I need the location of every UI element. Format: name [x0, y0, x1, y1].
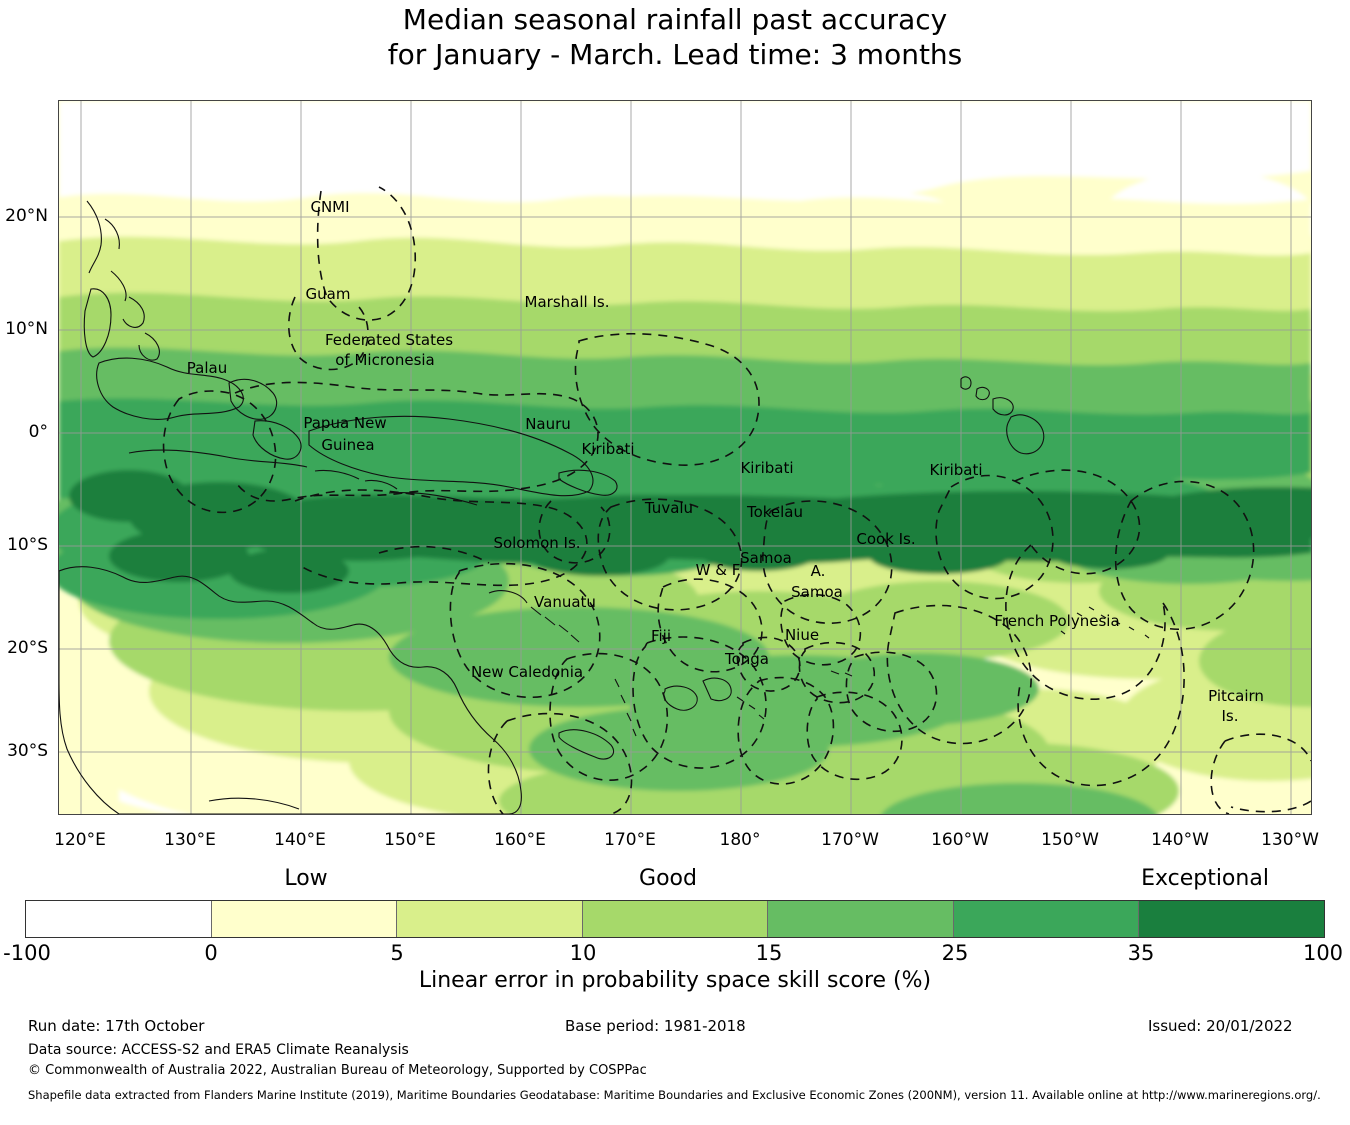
y-tick-4: 20°S	[7, 638, 48, 658]
x-tick-6: 180°	[719, 830, 761, 850]
x-tick-11: 130°W	[1261, 830, 1319, 850]
map-label-palau: Palau	[187, 359, 227, 377]
map-label-federated-states: Federated States	[325, 331, 453, 349]
base-period-text: Base period: 1981-2018	[565, 1017, 746, 1035]
run-date-text: Run date: 17th October	[28, 1017, 205, 1035]
cbar-tick-7: 100	[1302, 941, 1344, 965]
x-tick-2: 140°E	[274, 830, 326, 850]
colorbar[interactable]	[25, 900, 1325, 938]
colorbar-segment--100-to-0[interactable]	[26, 901, 211, 937]
map-label-new-caledonia: New Caledonia	[471, 663, 583, 681]
x-tick-9: 150°W	[1041, 830, 1099, 850]
colorbar-band-good: Good	[639, 866, 697, 891]
map-label-samoa: Samoa	[740, 549, 792, 567]
map-country-labels: CNMI Guam Marshall Is. Palau Federated State…	[187, 198, 1264, 725]
cbar-tick-3: 10	[569, 941, 597, 965]
colorbar-segment-10-to-15[interactable]	[581, 901, 768, 937]
map-label-is: Is.	[1221, 707, 1238, 725]
map-label-french-polynesia: French Polynesia	[994, 612, 1119, 630]
map-label-tokelau: Tokelau	[746, 503, 803, 521]
map-label-nauru: Nauru	[525, 415, 571, 433]
map-label-marshall-is: Marshall Is.	[525, 293, 610, 311]
map-label-fiji: Fiji	[651, 627, 671, 645]
map-label-vanuatu: Vanuatu	[534, 593, 596, 611]
cbar-tick-5: 25	[941, 941, 969, 965]
x-tick-7: 170°W	[821, 830, 879, 850]
colorbar-segment-15-to-25[interactable]	[767, 901, 953, 937]
map-label-guinea: Guinea	[321, 436, 374, 454]
map-label-pitcairn: Pitcairn	[1208, 687, 1264, 705]
x-tick-4: 160°E	[494, 830, 546, 850]
colorbar-segment-0-to-5[interactable]	[210, 901, 397, 937]
cbar-tick-4: 15	[755, 941, 783, 965]
x-tick-8: 160°W	[931, 830, 989, 850]
colorbar-band-exceptional: Exceptional	[1141, 866, 1269, 891]
title-line-1: Median seasonal rainfall past accuracy	[402, 3, 948, 36]
x-tick-1: 130°E	[164, 830, 216, 850]
cbar-tick-6: 35	[1127, 941, 1155, 965]
map-label-kiribati: Kiribati	[740, 459, 793, 477]
issued-date-text: Issued: 20/01/2022	[1148, 1017, 1293, 1035]
y-tick-0: 20°N	[5, 206, 48, 226]
colorbar-segment-5-to-10[interactable]	[396, 901, 582, 937]
map-label-tonga: Tonga	[724, 650, 769, 668]
x-tick-0: 120°E	[54, 830, 106, 850]
colorbar-band-low: Low	[284, 866, 328, 891]
map-label-a: A.	[811, 562, 826, 580]
cbar-tick-1: 0	[204, 941, 218, 965]
page-title: Median seasonal rainfall past accuracy f…	[0, 2, 1350, 72]
colorbar-axis-title: Linear error in probability space skill …	[418, 968, 932, 993]
map-label-guam: Guam	[306, 285, 351, 303]
map-label-of-micronesia: of Micronesia	[335, 351, 435, 369]
map-gridlines	[59, 101, 1311, 814]
cbar-tick-2: 5	[390, 941, 404, 965]
colorbar-qualitative-labels: Low Good Exceptional	[0, 866, 1350, 892]
map-label-papua-new: Papua New	[303, 414, 386, 432]
y-tick-3: 10°S	[7, 535, 48, 555]
colorbar-segment-35-to-100[interactable]	[1138, 901, 1325, 937]
eez-boundaries	[162, 186, 1311, 814]
map-label-kiribati: Kiribati	[581, 440, 634, 458]
cbar-tick-0: -100	[3, 941, 51, 965]
map-label-samoa: Samoa	[791, 583, 843, 601]
colorbar-segment-25-to-35[interactable]	[952, 901, 1139, 937]
shapefile-attribution-text: Shapefile data extracted from Flanders M…	[28, 1088, 1321, 1102]
x-tick-3: 150°E	[384, 830, 436, 850]
title-line-2: for January - March. Lead time: 3 months	[387, 38, 963, 71]
map-label-w-f: W & F	[696, 561, 741, 579]
y-tick-1: 10°N	[5, 319, 48, 339]
x-tick-10: 140°W	[1151, 830, 1209, 850]
map-label-niue: Niue	[785, 626, 819, 644]
data-source-text: Data source: ACCESS-S2 and ERA5 Climate …	[28, 1042, 409, 1058]
map-label-solomon-is: Solomon Is.	[493, 534, 580, 552]
map-label-cnmi: CNMI	[310, 198, 349, 216]
y-tick-2: 0°	[28, 422, 48, 442]
x-tick-5: 170°E	[604, 830, 656, 850]
map-label-cook-is: Cook Is.	[856, 530, 915, 548]
map-plot-area[interactable]: CNMI Guam Marshall Is. Palau Federated State…	[58, 100, 1312, 815]
map-label-kiribati: Kiribati	[929, 461, 982, 479]
copyright-text: © Commonwealth of Australia 2022, Austra…	[28, 1063, 647, 1078]
skill-score-map: CNMI Guam Marshall Is. Palau Federated State…	[59, 101, 1311, 814]
y-tick-5: 30°S	[7, 741, 48, 761]
map-label-tuvalu: Tuvalu	[644, 499, 693, 517]
